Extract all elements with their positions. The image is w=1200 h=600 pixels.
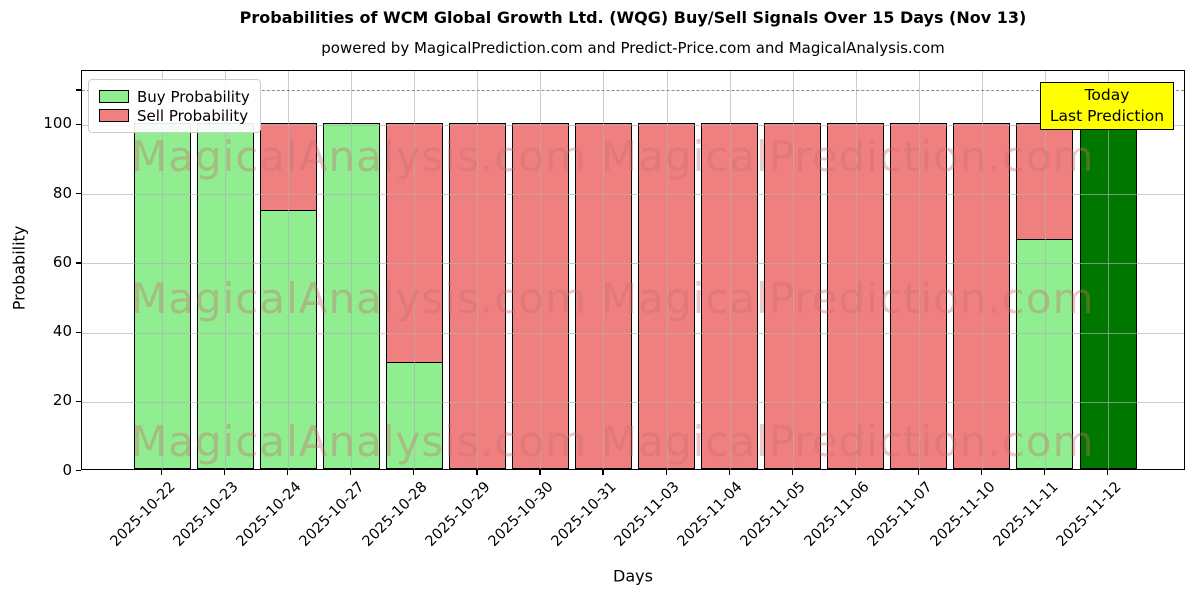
x-tickmark: [476, 470, 478, 475]
y-tickmark: [76, 123, 81, 126]
buy-swatch-icon: [99, 90, 129, 103]
x-tickmark: [539, 470, 541, 475]
x-tick-label: 2025-10-27: [296, 479, 368, 550]
horizontal-gridline: [82, 332, 1184, 334]
annotation-line-1: Today: [1084, 86, 1130, 104]
y-tick-label: 100: [43, 114, 72, 133]
x-tick-label: 2025-11-10: [927, 479, 999, 550]
watermark-text: MagicalAnalysis.com: [131, 274, 587, 323]
vertical-gridline: [288, 71, 290, 469]
x-tickmark: [602, 470, 604, 475]
vertical-gridline: [1108, 71, 1110, 469]
horizontal-gridline: [82, 263, 1184, 265]
vertical-gridline: [351, 71, 353, 469]
watermark-text: MagicalAnalysis.com: [131, 132, 587, 181]
horizontal-gridline: [82, 194, 1184, 196]
x-tick-label: 2025-11-07: [864, 479, 936, 550]
y-tick-label: 40: [52, 322, 72, 341]
x-tickmark: [917, 470, 920, 475]
vertical-gridline: [603, 71, 605, 469]
x-tick-label: 2025-10-30: [485, 479, 557, 550]
horizontal-gridline: [82, 401, 1184, 403]
y-tickmark: [76, 470, 81, 472]
x-tick-label: 2025-11-04: [675, 479, 746, 550]
legend: Buy Probability Sell Probability: [88, 79, 261, 133]
x-tickmark: [980, 470, 983, 475]
x-tick-label: 2025-11-05: [738, 479, 810, 550]
vertical-gridline: [225, 71, 227, 469]
x-tickmark: [854, 470, 856, 475]
vertical-gridline: [1044, 71, 1046, 469]
x-tick-label: 2025-11-11: [990, 479, 1062, 550]
y-tick-label: 0: [62, 460, 72, 479]
vertical-gridline: [792, 71, 794, 469]
x-tickmark: [1043, 470, 1046, 475]
dashed-threshold-line: [82, 90, 1184, 92]
x-tickmark: [287, 470, 289, 475]
y-tickmark-110: [76, 89, 81, 91]
x-tickmark: [728, 470, 730, 475]
watermark-text: MagicalPrediction.com: [601, 417, 1095, 466]
y-tickmark: [76, 331, 81, 333]
x-tick-label: 2025-10-29: [422, 479, 494, 550]
x-tickmark: [413, 470, 415, 475]
vertical-gridline: [729, 71, 731, 469]
legend-entry-buy: Buy Probability: [99, 87, 250, 106]
x-axis-label: Days: [613, 566, 653, 586]
x-tickmark: [791, 470, 793, 475]
y-tickmark: [76, 400, 81, 402]
y-tickmark: [76, 262, 81, 264]
legend-entry-sell: Sell Probability: [99, 106, 250, 125]
watermark-text: MagicalAnalysis.com: [131, 417, 587, 466]
x-tick-label: 2025-10-23: [170, 479, 242, 550]
vertical-gridline: [855, 71, 857, 469]
sell-swatch-icon: [99, 109, 129, 122]
x-tick-label: 2025-10-24: [233, 479, 305, 550]
vertical-gridline: [666, 71, 668, 469]
y-axis-label: Probability: [9, 225, 29, 311]
horizontal-gridline: [82, 124, 1184, 126]
x-tick-label: 2025-10-22: [107, 479, 179, 550]
legend-label-sell: Sell Probability: [137, 106, 249, 125]
today-annotation-box: Today Last Prediction: [1040, 82, 1174, 130]
x-tick-label: 2025-10-31: [548, 479, 620, 550]
vertical-gridline: [414, 71, 416, 469]
chart-subtitle: powered by MagicalPrediction.com and Pre…: [321, 39, 945, 57]
legend-label-buy: Buy Probability: [137, 87, 250, 106]
x-tick-label: 2025-11-03: [611, 479, 683, 550]
y-tick-label: 80: [52, 183, 72, 202]
y-tick-label: 20: [52, 391, 72, 410]
x-tickmark: [161, 470, 163, 475]
y-tick-label: 60: [52, 252, 72, 271]
chart-title: Probabilities of WCM Global Growth Ltd. …: [239, 8, 1027, 27]
watermark-text: MagicalPrediction.com: [601, 132, 1095, 181]
x-tickmark: [224, 470, 226, 475]
vertical-gridline: [981, 71, 983, 469]
vertical-gridline: [540, 71, 542, 469]
x-tickmark: [1107, 470, 1109, 475]
vertical-gridline: [477, 71, 479, 469]
y-tickmark: [76, 193, 81, 195]
x-tick-label: 2025-10-28: [359, 479, 431, 550]
vertical-gridline: [162, 71, 163, 469]
plot-area: MagicalAnalysis.com MagicalPrediction.com…: [81, 70, 1185, 470]
annotation-line-2: Last Prediction: [1049, 107, 1165, 125]
x-tickmark: [350, 470, 352, 475]
x-tick-label: 2025-11-12: [1053, 479, 1125, 550]
vertical-gridline: [918, 71, 920, 469]
x-tickmark: [665, 470, 667, 475]
watermark-text: MagicalPrediction.com: [601, 274, 1095, 323]
x-tick-label: 2025-11-06: [801, 479, 873, 550]
